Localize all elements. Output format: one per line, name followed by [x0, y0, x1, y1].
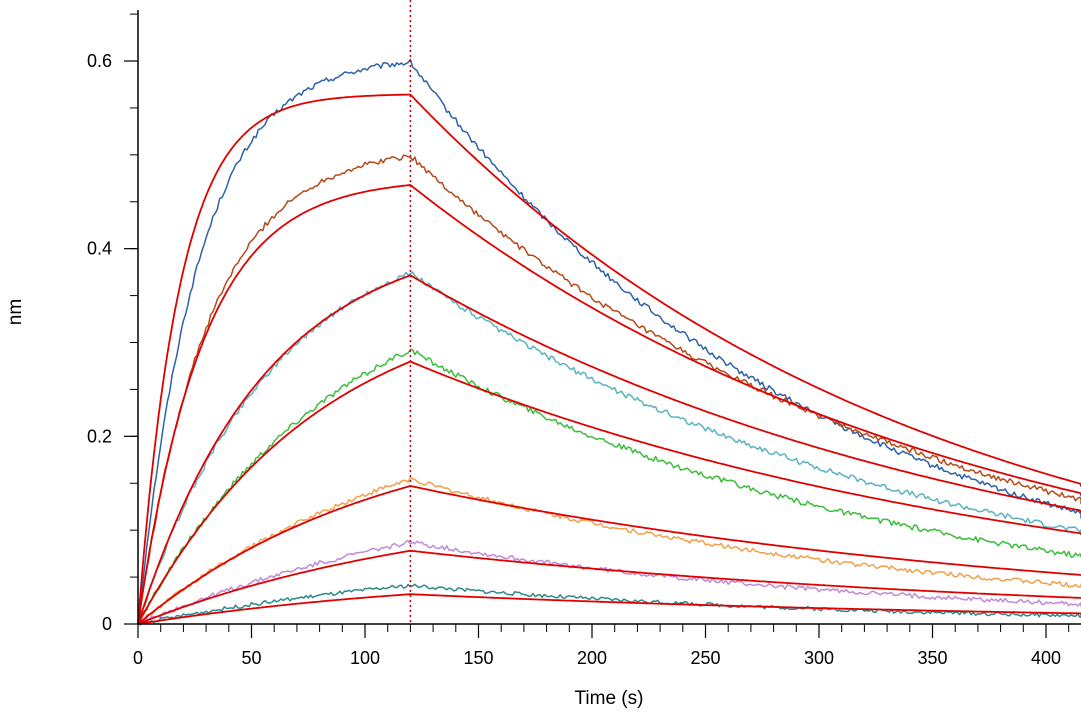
x-tick-label: 250 — [690, 648, 720, 668]
x-tick-label: 150 — [463, 648, 493, 668]
measured-curve — [137, 476, 1081, 624]
fit-curve — [137, 93, 1081, 625]
x-tick-label: 400 — [1031, 648, 1061, 668]
y-tick-label: 0.6 — [87, 51, 112, 71]
y-tick-label: 0 — [102, 614, 112, 634]
axes: 0 50 100 150 200 250 300 350 400 0 0.2 0.4 0.6 — [87, 10, 1081, 668]
plot-lines — [137, 0, 1081, 626]
y-tick-label: 0.4 — [87, 239, 112, 259]
x-tick-label: 350 — [917, 648, 947, 668]
y-axis-title: nm — [5, 299, 26, 325]
measured-curve — [137, 583, 1081, 625]
x-tick-label: 300 — [804, 648, 834, 668]
measured-curve — [137, 348, 1081, 624]
measured-curve — [137, 271, 1081, 624]
x-tick-label: 100 — [350, 648, 380, 668]
fit-curve — [137, 485, 1081, 625]
fit-curve — [137, 549, 1081, 625]
x-tick-label: 0 — [133, 648, 143, 668]
fit-curve — [137, 184, 1081, 625]
measured-curve — [137, 154, 1081, 625]
fit-curve — [137, 274, 1081, 625]
x-tick-label: 200 — [577, 648, 607, 668]
fit-curve — [137, 360, 1081, 625]
x-tick-label: 50 — [241, 648, 261, 668]
measured-curve — [137, 58, 1081, 625]
fit-curve — [137, 593, 1081, 625]
y-tick-label: 0.2 — [87, 426, 112, 446]
x-axis-title: Time (s) — [575, 688, 644, 709]
